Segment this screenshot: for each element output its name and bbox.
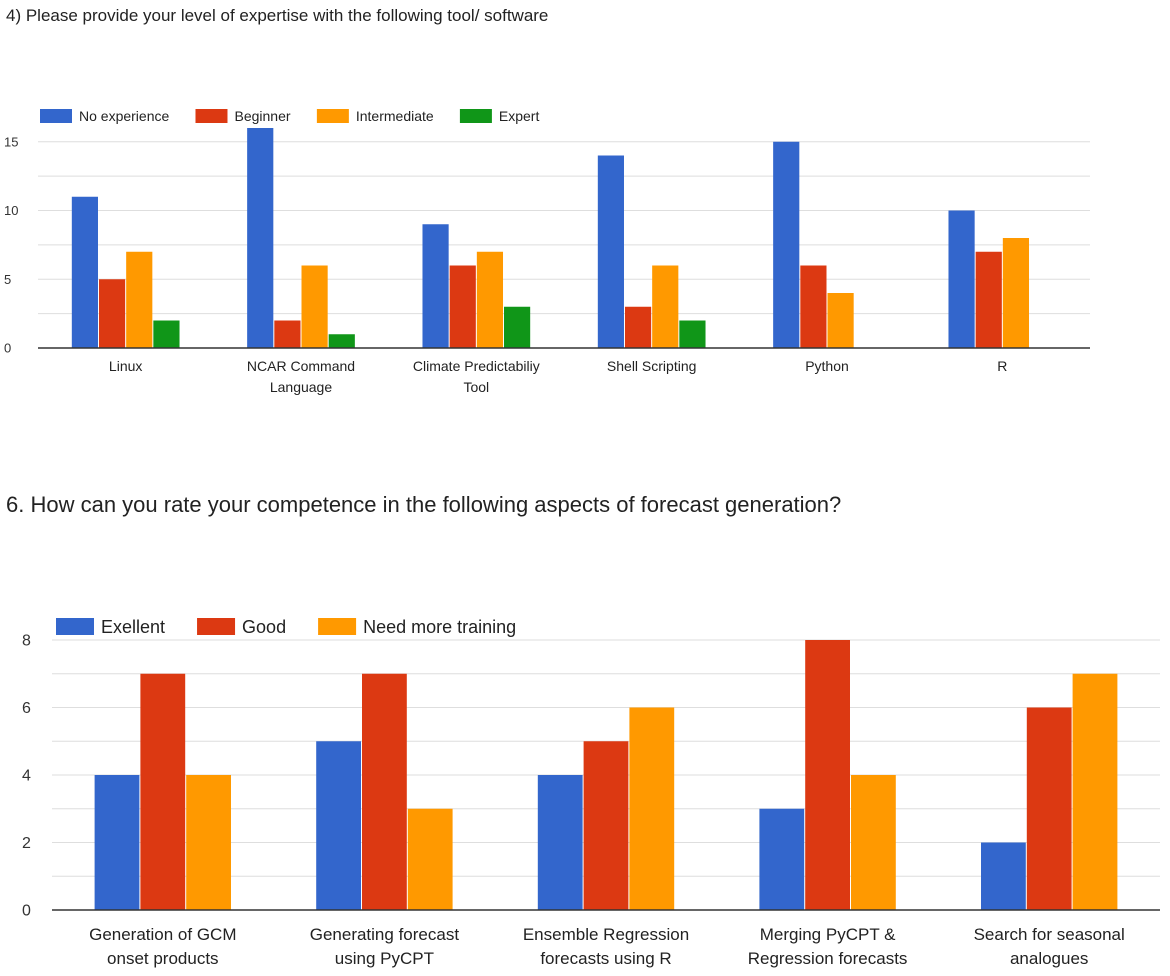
x-category-label: Generation of GCM [89,925,236,944]
bar-expert [328,334,355,348]
x-category-label: Language [270,379,333,395]
y-tick-label: 8 [22,633,31,650]
chart-1-expertise: 0 5 10 15 Linux NCAR Command Language Climate P… [4,108,1090,395]
legend-swatch [459,109,492,123]
bar-beginner [800,265,827,348]
y-tick-label: 5 [4,272,11,287]
y-tick-label: 15 [4,134,18,149]
bar-good [805,640,850,910]
bar-need-more-training [1072,673,1118,910]
legend-label: Exellent [101,617,165,637]
y-tick-label: 2 [22,835,31,852]
bar-good [140,673,186,910]
bar-no-experience [247,128,274,348]
bar-no-experience [948,210,975,348]
bar-expert [504,306,531,348]
bar-no-experience [597,155,624,348]
bar-beginner [975,251,1002,348]
bar-intermediate [126,251,153,348]
bar-beginner [624,306,652,348]
bar-good [583,741,629,910]
legend-swatch [56,618,94,635]
legend-label: Good [242,617,286,637]
x-category-label: Ensemble Regression [523,925,689,944]
x-category-label: Merging PyCPT & [760,925,896,944]
bar-beginner [449,265,476,348]
legend-label: No experience [79,108,169,124]
x-category-label: Regression forecasts [748,949,908,968]
legend-label: Beginner [234,108,290,124]
y-tick-label: 10 [4,203,18,218]
bar-need-more-training [407,808,453,910]
bar-exellent [759,808,805,910]
bar-intermediate [1002,238,1030,348]
x-category-label: Linux [109,358,142,374]
x-category-label: analogues [1010,949,1088,968]
bar-exellent [316,741,362,910]
bar-intermediate [301,265,328,348]
chart-2-title: 6. How can you rate your competence in t… [6,492,842,517]
legend-label: Expert [499,108,540,124]
chart-2-competence: 0 2 4 6 8 Generation of GCM onset products Gene… [22,617,1160,968]
bar-no-experience [773,141,800,348]
bar-exellent [94,775,140,910]
y-tick-label: 6 [22,700,31,717]
bar-exellent [537,775,583,910]
bar-beginner [274,320,301,348]
bar-need-more-training [186,775,231,910]
x-category-label: Search for seasonal [974,925,1125,944]
x-category-label: Tool [463,379,489,395]
x-category-label: forecasts using R [540,949,671,968]
bar-need-more-training [850,775,896,910]
bar-expert [679,320,706,348]
x-category-label: Shell Scripting [607,358,697,374]
legend-label: Need more training [363,617,516,637]
legend-swatch [195,109,228,123]
legend-swatch [318,618,357,635]
y-tick-label: 4 [22,768,31,785]
bar-no-experience [422,224,449,348]
x-category-label: using PyCPT [335,949,434,968]
bar-exellent [981,842,1026,910]
x-category-label: R [997,358,1007,374]
bar-intermediate [652,265,679,348]
bar-need-more-training [629,707,675,910]
bar-good [362,673,407,910]
legend-label: Intermediate [356,108,434,124]
x-category-label: Climate Predictabiliy [413,358,540,374]
bar-good [1026,707,1072,910]
legend-swatch [197,618,236,635]
x-category-label: NCAR Command [247,358,355,374]
y-tick-label: 0 [4,341,11,356]
bar-expert [153,320,180,348]
bar-intermediate [827,293,854,348]
bar-beginner [98,279,126,348]
legend-swatch [40,109,72,123]
y-tick-label: 0 [22,903,31,920]
bar-no-experience [71,196,98,348]
bar-intermediate [476,251,504,348]
legend-swatch [316,109,349,123]
x-category-label: Python [805,358,849,374]
x-category-label: Generating forecast [310,925,460,944]
chart-1-title: 4) Please provide your level of expertis… [6,6,549,25]
x-category-label: onset products [107,949,219,968]
